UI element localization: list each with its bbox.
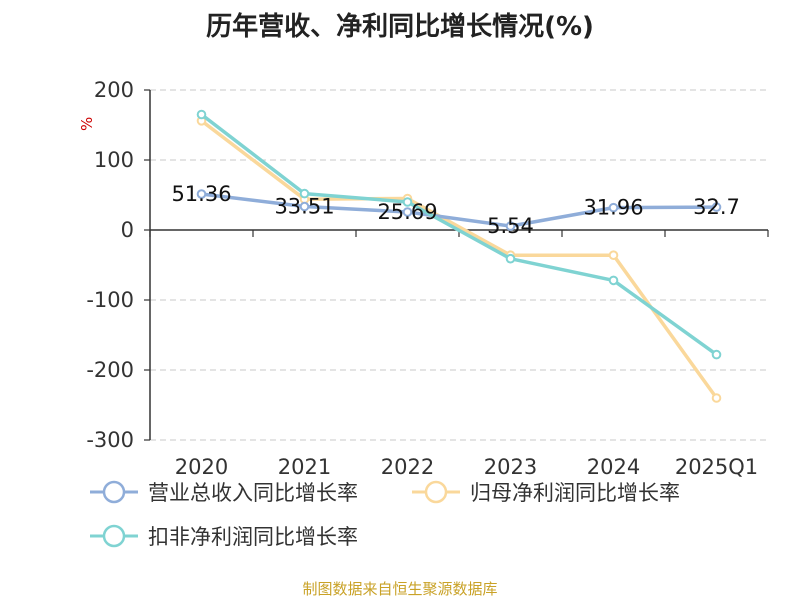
x-tick-label: 2023 — [484, 455, 537, 479]
legend-marker-icon — [102, 524, 126, 548]
series-point-0 — [505, 221, 516, 231]
y-tick-label: -100 — [86, 288, 134, 312]
chart-title: 历年营收、净利同比增长情况(%) — [206, 12, 594, 42]
data-labels: 51.36 33.51 25.69 5.54 31.96 32.7 — [171, 182, 739, 238]
y-tick-label: 200 — [94, 78, 134, 102]
x-tick-label: 2025Q1 — [675, 455, 758, 479]
series-line-0 — [201, 192, 717, 228]
data-label: 25.69 — [377, 200, 437, 224]
series-point-2 — [608, 275, 619, 286]
series-point-0 — [196, 189, 207, 199]
legend-item-0: 营业总收入同比增长率 — [90, 480, 358, 505]
series-point-2 — [505, 253, 516, 264]
series-point-2 — [196, 109, 207, 120]
y-tick-label: -200 — [86, 358, 134, 382]
data-label: 33.51 — [274, 195, 334, 219]
series-point-0 — [608, 202, 619, 213]
series-point-2 — [402, 197, 413, 207]
series-lines — [196, 109, 722, 403]
legend-marker-icon — [102, 480, 126, 504]
series-point-2 — [299, 188, 310, 199]
legend-marker-icon — [424, 480, 448, 504]
legend-label: 营业总收入同比增长率 — [148, 481, 358, 505]
series-point-1 — [608, 250, 619, 260]
series-point-0 — [402, 207, 413, 217]
legend-item-2: 扣非净利润同比增长率 — [90, 524, 358, 549]
y-tick-label: -300 — [86, 428, 134, 452]
x-tick-label: 2020 — [175, 455, 228, 479]
series-point-2 — [711, 349, 722, 360]
data-label: 51.36 — [171, 182, 231, 206]
data-label: 31.96 — [583, 196, 643, 220]
grid — [150, 89, 768, 441]
y-tick-label: 0 — [121, 218, 134, 242]
series-point-0 — [299, 201, 310, 212]
x-tick-label: 2024 — [587, 455, 640, 479]
series-point-0 — [711, 202, 722, 212]
series-line-2 — [200, 113, 718, 357]
legend-label: 扣非净利润同比增长率 — [148, 525, 358, 549]
series-point-1 — [711, 393, 722, 403]
legend-label: 归母净利润同比增长率 — [470, 481, 680, 505]
y-axis-unit: % — [78, 117, 96, 131]
data-source-note: 制图数据来自恒生聚源数据库 — [302, 580, 498, 598]
axes: 200 100 0 -100 -200 -300% 2020 2021 2022 2023 2024… — [78, 78, 769, 479]
data-label: 5.54 — [487, 214, 534, 238]
series-line-1 — [200, 119, 718, 400]
x-tick-label: 2021 — [278, 455, 331, 479]
x-tick-label: 2022 — [381, 455, 434, 479]
data-label: 32.7 — [693, 195, 740, 219]
y-tick-label: 100 — [94, 148, 134, 172]
legend-item-1: 归母净利润同比增长率 — [412, 480, 680, 505]
